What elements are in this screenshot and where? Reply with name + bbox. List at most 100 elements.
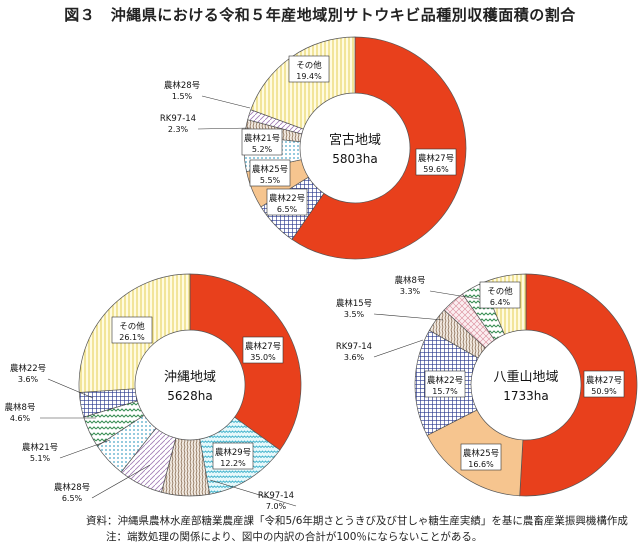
variety-name: その他 xyxy=(119,321,145,332)
chart-title: 図３ 沖縄県における令和５年産地域別サトウキビ品種別収穫面積の割合 xyxy=(64,6,576,24)
slice-nourin27 xyxy=(291,36,467,260)
variety-name: その他 xyxy=(487,286,513,297)
variety-percent: 26.1% xyxy=(119,333,145,342)
variety-percent: 1.5% xyxy=(172,92,193,101)
leader-line xyxy=(373,339,424,358)
slice-label-rk97-14: RK97-142.3% xyxy=(160,114,251,134)
variety-percent: 6.4% xyxy=(490,298,511,307)
leader-line xyxy=(197,127,251,130)
variety-name: 農林8号 xyxy=(5,402,36,413)
slice-other xyxy=(250,36,356,130)
slice-label-rk97-14: RK97-147.0% xyxy=(209,479,297,511)
leader-line xyxy=(209,479,297,507)
variety-percent: 6.5% xyxy=(62,494,83,503)
variety-name: 農林25号 xyxy=(252,164,288,175)
source-note: 資料：沖縄県農林水産部糖業農産課「令和5/6年期さとうきび及び甘しゃ糖生産実績」… xyxy=(86,515,628,527)
variety-name: 農林22号 xyxy=(10,363,46,374)
area-label: 5628ha xyxy=(167,389,213,403)
variety-percent: 19.4% xyxy=(296,72,322,81)
variety-percent: 3.3% xyxy=(400,287,421,296)
label-box xyxy=(212,442,254,470)
variety-name: 農林25号 xyxy=(463,448,499,459)
variety-name: 農林27号 xyxy=(586,375,622,386)
variety-name: 農林29号 xyxy=(215,447,251,458)
variety-percent: 3.6% xyxy=(18,375,39,384)
leader-line xyxy=(91,464,151,499)
variety-name: その他 xyxy=(296,60,322,71)
variety-name: 農林15号 xyxy=(336,298,372,309)
variety-percent: 6.5% xyxy=(277,205,298,214)
variety-percent: 12.2% xyxy=(220,459,246,468)
label-box xyxy=(288,55,330,83)
variety-percent: 16.6% xyxy=(468,460,494,469)
variety-name: 農林27号 xyxy=(245,341,281,352)
area-label: 5803ha xyxy=(332,152,378,166)
variety-name: 農林21号 xyxy=(244,133,280,144)
label-box xyxy=(241,128,283,156)
leader-line xyxy=(201,95,251,109)
variety-name: 農林28号 xyxy=(164,80,200,91)
variety-percent: 50.9% xyxy=(591,387,617,396)
variety-name: RK97-14 xyxy=(336,342,372,352)
label-box xyxy=(583,370,625,398)
label-box xyxy=(111,316,153,344)
variety-percent: 35.0% xyxy=(250,353,276,362)
area-label: 1733ha xyxy=(503,389,549,403)
slice-nourin27 xyxy=(519,273,638,497)
leader-line xyxy=(59,439,111,459)
variety-percent: 3.5% xyxy=(344,310,365,319)
variety-percent: 2.3% xyxy=(168,125,189,134)
variety-percent: 5.1% xyxy=(30,454,51,463)
label-box xyxy=(415,148,457,176)
variety-percent: 3.6% xyxy=(344,353,365,362)
source-notes: 資料：沖縄県農林水産部糖業農産課「令和5/6年期さとうきび及び甘しゃ糖生産実績」… xyxy=(86,513,628,545)
variety-name: RK97-14 xyxy=(258,491,294,501)
variety-name: RK97-14 xyxy=(160,114,196,124)
label-box xyxy=(266,188,308,216)
footnote: 注：端数処理の関係により、図中の内訳の合計が100％にならないことがある。 xyxy=(106,531,483,543)
variety-name: 農林8号 xyxy=(395,275,426,286)
variety-percent: 59.6% xyxy=(423,165,449,174)
leader-line xyxy=(429,290,486,301)
leader-line xyxy=(373,313,444,321)
label-box xyxy=(479,281,521,309)
region-label: 八重山地域 xyxy=(493,369,558,385)
label-box xyxy=(424,370,466,398)
leader-line xyxy=(47,378,94,399)
variety-percent: 5.2% xyxy=(252,145,273,154)
variety-percent: 4.6% xyxy=(10,414,31,423)
variety-percent: 5.5% xyxy=(260,176,281,185)
label-box xyxy=(249,159,291,187)
slice-label-rk97-14: RK97-143.6% xyxy=(336,339,424,362)
variety-name: 農林28号 xyxy=(54,482,90,493)
variety-name: 農林22号 xyxy=(269,193,305,204)
label-box xyxy=(460,443,502,471)
label-box xyxy=(242,336,284,364)
region-label: 宮古地域 xyxy=(329,132,381,148)
variety-percent: 15.7% xyxy=(432,387,458,396)
variety-name: 農林21号 xyxy=(22,442,58,453)
variety-name: 農林22号 xyxy=(427,375,463,386)
